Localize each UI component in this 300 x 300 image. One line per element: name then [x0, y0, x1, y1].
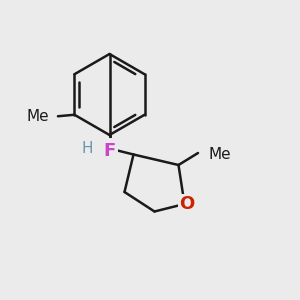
Text: Me: Me — [26, 109, 49, 124]
Text: H: H — [81, 141, 93, 156]
Text: O: O — [179, 195, 194, 213]
Text: Me: Me — [208, 147, 231, 162]
Text: N: N — [102, 140, 117, 158]
Text: F: F — [103, 142, 116, 160]
